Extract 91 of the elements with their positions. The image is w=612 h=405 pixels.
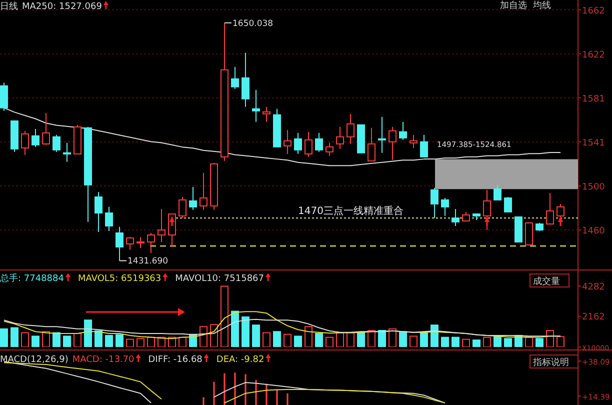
bar [158, 336, 166, 347]
bar [326, 336, 334, 347]
candlestick [63, 142, 71, 162]
bar [74, 332, 82, 347]
bar [504, 338, 512, 347]
candlestick [94, 191, 102, 232]
candlestick [252, 89, 260, 122]
bar [483, 336, 491, 347]
bar [284, 334, 292, 347]
bar [378, 330, 386, 347]
text: MACD: -13.70 [72, 355, 135, 365]
bar [536, 338, 544, 347]
candlestick [284, 129, 292, 154]
bar [116, 334, 124, 347]
bar [200, 326, 208, 347]
bar [210, 324, 218, 347]
candlestick [378, 116, 386, 154]
text: MAVOL5: 6519363 [78, 274, 162, 284]
bar [452, 336, 460, 347]
bar [126, 338, 134, 347]
y-tick-label: 1662 [582, 6, 605, 16]
candlestick [410, 134, 418, 148]
bar [63, 336, 71, 347]
y-tick-label: 1541 [582, 138, 605, 148]
annotation: 均线 [532, 0, 551, 11]
candlestick [116, 226, 124, 262]
bar [231, 310, 239, 347]
bar [0, 328, 8, 347]
bar [525, 336, 533, 347]
annotation: 1650.038 [232, 18, 274, 29]
candlestick [242, 52, 250, 108]
bar [294, 336, 302, 347]
bar [472, 340, 480, 347]
bar [84, 320, 92, 347]
text: DEA: -9.82 [216, 355, 264, 365]
bar [42, 331, 50, 347]
candlestick [136, 236, 144, 248]
annotation: 日线 [0, 1, 18, 12]
bar [21, 332, 29, 347]
y-tick-label: 1460 [582, 226, 606, 236]
annotation: 指标说明 [532, 357, 569, 368]
bar [168, 336, 176, 347]
bar [368, 330, 376, 347]
candlestick [158, 208, 166, 242]
bar [388, 328, 396, 347]
bar [178, 336, 186, 347]
bar [346, 332, 354, 347]
line-series [4, 318, 561, 337]
bar [32, 336, 40, 347]
bar [147, 336, 155, 347]
text: DIFF: -16.68 [148, 355, 203, 365]
text: MA250: 1527.069 [22, 2, 102, 12]
bar [242, 316, 250, 347]
text: MAVOL10: 7515867 [175, 274, 264, 284]
bar [273, 331, 281, 347]
bar [336, 332, 344, 347]
bar [304, 326, 312, 347]
y-tick-label: 4282 [582, 282, 605, 292]
bar [556, 336, 564, 347]
annotation: 成交量 [533, 276, 560, 287]
bar [105, 334, 113, 347]
y-tick-label: 1622 [582, 50, 605, 60]
candlestick [262, 106, 270, 122]
candlestick [483, 189, 491, 230]
bar [410, 336, 418, 347]
bar [546, 330, 554, 347]
annotation: 加自选 [500, 0, 527, 11]
candlestick [336, 126, 344, 150]
bar [357, 332, 365, 347]
annotation: 1431.690 [128, 256, 168, 267]
y-tick-label: 1581 [582, 94, 605, 104]
bar [262, 332, 270, 347]
candlestick [105, 206, 113, 232]
bar [10, 327, 18, 347]
bar [441, 336, 449, 347]
bar [136, 338, 144, 347]
bar [252, 324, 260, 347]
bar [420, 332, 428, 347]
bar [220, 286, 228, 347]
bar [462, 338, 470, 347]
chart-title: MACD(12,26,9) [0, 355, 68, 365]
y-tick-label: 2162 [582, 312, 605, 323]
bar [315, 332, 323, 347]
y-tick-label: 1500 [582, 182, 606, 192]
bar [94, 330, 102, 347]
candlestick [346, 113, 354, 144]
bar [399, 331, 407, 347]
ref-line-label: 1470三点一线精准重合 [298, 204, 404, 217]
bar [494, 336, 502, 347]
bar [430, 324, 438, 347]
text: 总手: 7748884 [0, 273, 64, 284]
